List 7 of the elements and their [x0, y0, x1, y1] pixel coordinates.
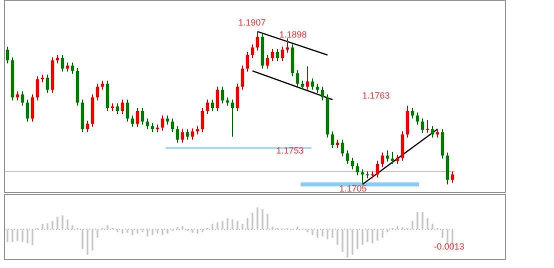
annotation: 1.1898: [279, 29, 307, 40]
ref-line-label: 1.1753: [276, 145, 304, 156]
ref-line-label: 1.1705: [339, 183, 367, 194]
annotation: -0.0013: [434, 241, 464, 252]
candlestick: [426, 120, 430, 133]
annotation: 1.1763: [362, 90, 390, 100]
text: 1.1907: [238, 17, 266, 28]
